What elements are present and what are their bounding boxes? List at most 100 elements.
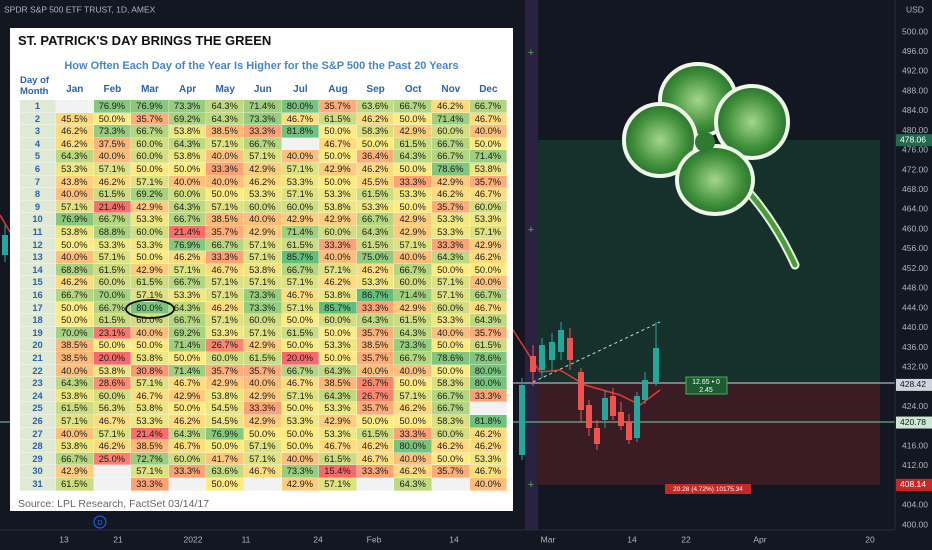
pct-cell: 46.2% (356, 112, 395, 126)
candle-body (2, 235, 8, 255)
pct-cell: 40.0% (93, 150, 132, 163)
pct-cell: 50.0% (394, 112, 432, 126)
pct-cell: 73.3% (168, 100, 207, 113)
pct-cell: 50.0% (206, 188, 244, 201)
pct-cell: 61.5% (319, 452, 357, 466)
pct-cell: 61.5% (93, 314, 132, 327)
pct-cell: 60.0% (131, 314, 169, 327)
time-label: 22 (681, 534, 691, 544)
pct-cell: 21.4% (168, 226, 207, 239)
pct-cell: 53.3% (319, 402, 357, 415)
pct-cell: 50.0% (131, 339, 169, 352)
pct-cell: 50.0% (281, 402, 320, 415)
pct-cell: 46.2% (394, 402, 432, 415)
pct-cell: 57.1% (93, 251, 132, 264)
pct-cell: 57.1% (56, 415, 94, 428)
pct-cell: 40.0% (319, 251, 357, 264)
pct-cell: 61.5% (56, 478, 94, 491)
pct-cell: 60.0% (93, 389, 132, 403)
pct-cell: 76.9% (56, 213, 94, 226)
pct-cell: 50.0% (356, 137, 395, 151)
pct-cell: 60.0% (244, 314, 282, 327)
pct-cell: 46.7% (469, 301, 508, 315)
pct-cell: 40.0% (56, 251, 94, 264)
pct-cell: 50.0% (281, 427, 320, 441)
pct-cell: 46.2% (469, 427, 508, 441)
pct-cell: 46.2% (356, 263, 395, 277)
pct-cell: 70.0% (93, 289, 132, 302)
pct-cell: 46.2% (432, 440, 470, 453)
pct-cell: 57.1% (281, 276, 320, 289)
marker-circle (93, 515, 107, 529)
pct-cell: 40.0% (469, 276, 508, 289)
pct-cell: 53.3% (356, 276, 395, 289)
pct-cell: 60.0% (131, 150, 169, 163)
pct-cell: 35.7% (356, 326, 395, 340)
pct-cell: 64.3% (56, 377, 94, 390)
pct-cell: 38.5% (56, 339, 94, 352)
day-cell: 31 (20, 478, 56, 491)
pct-cell: 61.5% (394, 137, 432, 151)
pct-cell: 46.7% (319, 137, 357, 151)
pct-cell: 38.5% (206, 125, 244, 138)
pct-cell: 80.0% (131, 301, 169, 315)
pct-cell: 78.6% (432, 352, 470, 365)
pct-cell: 60.0% (432, 301, 470, 315)
price-label: 460.00 (902, 223, 928, 233)
pct-cell: 33.3% (206, 251, 244, 264)
pct-cell: 66.7% (206, 238, 244, 252)
day-cell: 25 (20, 402, 56, 415)
pct-cell: 66.7% (281, 364, 320, 378)
pct-cell: 57.1% (93, 427, 132, 441)
table-title: ST. PATRICK'S DAY BRINGS THE GREEN (18, 33, 272, 48)
candle-body (549, 342, 555, 360)
pct-cell: 66.7% (56, 452, 94, 466)
pct-cell: 50.0% (206, 478, 244, 491)
pct-cell: 46.7% (281, 112, 320, 126)
day-cell: 4 (20, 137, 56, 151)
pct-cell: 20.0% (281, 352, 320, 365)
price-label: 488.00 (902, 85, 928, 95)
pct-cell: 61.5% (356, 188, 395, 201)
day-cell: 1 (20, 100, 56, 113)
pct-cell: 57.1% (131, 465, 169, 478)
pct-cell: 76.9% (168, 238, 207, 252)
pct-cell: 33.3% (469, 389, 508, 403)
pct-cell: 53.8% (93, 364, 132, 378)
pct-cell: 50.0% (432, 452, 470, 466)
marker: D (97, 518, 103, 527)
pct-cell: 33.3% (168, 465, 207, 478)
pct-cell: 76.9% (131, 100, 169, 113)
pct-cell: 57.1% (432, 276, 470, 289)
pct-cell: 46.2% (356, 163, 395, 176)
pct-cell: 53.3% (432, 314, 470, 327)
pct-cell: 73.3% (93, 125, 132, 138)
pct-cell: 57.1% (244, 150, 282, 163)
pct-cell: 61.5% (244, 352, 282, 365)
pct-cell: 50.0% (168, 402, 207, 415)
pct-cell: 42.9% (131, 200, 169, 214)
pct-cell: 53.3% (206, 326, 244, 340)
pct-cell: 42.9% (319, 163, 357, 176)
pct-cell: 57.1% (244, 238, 282, 252)
pct-cell: 46.7% (168, 377, 207, 390)
price-tag-bg (896, 416, 932, 429)
pct-cell: 53.3% (394, 188, 432, 201)
pct-cell: 35.7% (319, 100, 357, 113)
pct-cell: 50.0% (394, 377, 432, 390)
month-header: Nov (441, 84, 461, 95)
pct-cell: 57.1% (131, 175, 169, 189)
time-label: 24 (313, 534, 323, 544)
pct-cell: 64.3% (168, 137, 207, 151)
pct-cell: 42.9% (469, 238, 508, 252)
pct-cell: 58.3% (356, 125, 395, 138)
day-cell: 26 (20, 415, 56, 428)
day-cell: 19 (20, 326, 56, 340)
table-subtitle: How Often Each Day of the Year Is Higher… (64, 60, 459, 72)
pct-cell: 54.5% (206, 402, 244, 415)
pct-cell: 61.5% (93, 263, 132, 277)
candle-body (586, 405, 592, 428)
pct-cell: 40.0% (56, 427, 94, 441)
pct-cell: 53.8% (168, 125, 207, 138)
price-label: 500.00 (902, 26, 928, 36)
